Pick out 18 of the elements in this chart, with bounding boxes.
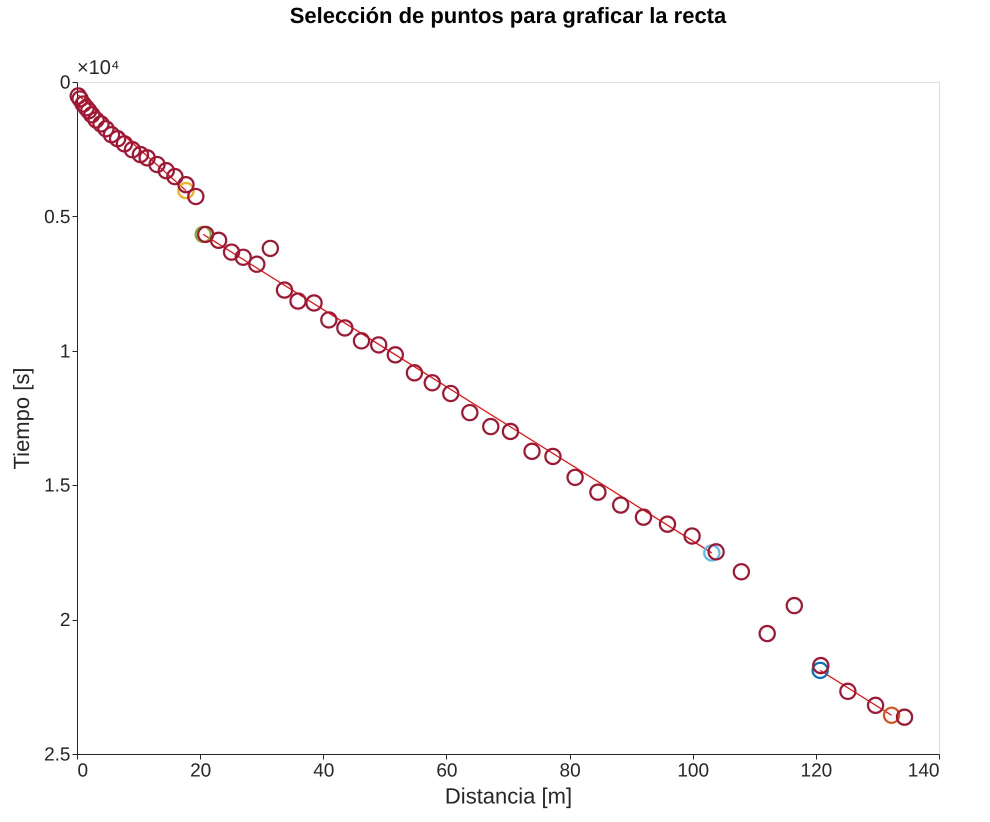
chart-title: Selección de puntos para graficar la recta bbox=[290, 3, 728, 28]
x-tick-label: 80 bbox=[560, 760, 581, 782]
x-tick-label: 20 bbox=[190, 760, 212, 782]
y-tick-label: 1.5 bbox=[44, 476, 70, 497]
x-axis-title: Distancia [m] bbox=[444, 784, 572, 808]
y-tick-label: 0.5 bbox=[44, 206, 70, 228]
y-tick-label: 1 bbox=[60, 341, 70, 362]
y-tick-label: 2.5 bbox=[44, 744, 70, 766]
text: ×10⁴ bbox=[77, 57, 120, 79]
x-tick-label: 0 bbox=[78, 760, 88, 782]
x-tick-label: 140 bbox=[908, 760, 940, 782]
x-tick-label: 60 bbox=[436, 760, 458, 782]
y-tick-label: 0 bbox=[60, 72, 70, 94]
y-tick-label: 2 bbox=[60, 610, 70, 632]
x-tick-label: 120 bbox=[800, 760, 832, 782]
x-tick-label: 40 bbox=[313, 760, 334, 782]
y-axis-title: Tiempo [s] bbox=[9, 368, 34, 470]
x-tick-label: 100 bbox=[677, 760, 710, 782]
